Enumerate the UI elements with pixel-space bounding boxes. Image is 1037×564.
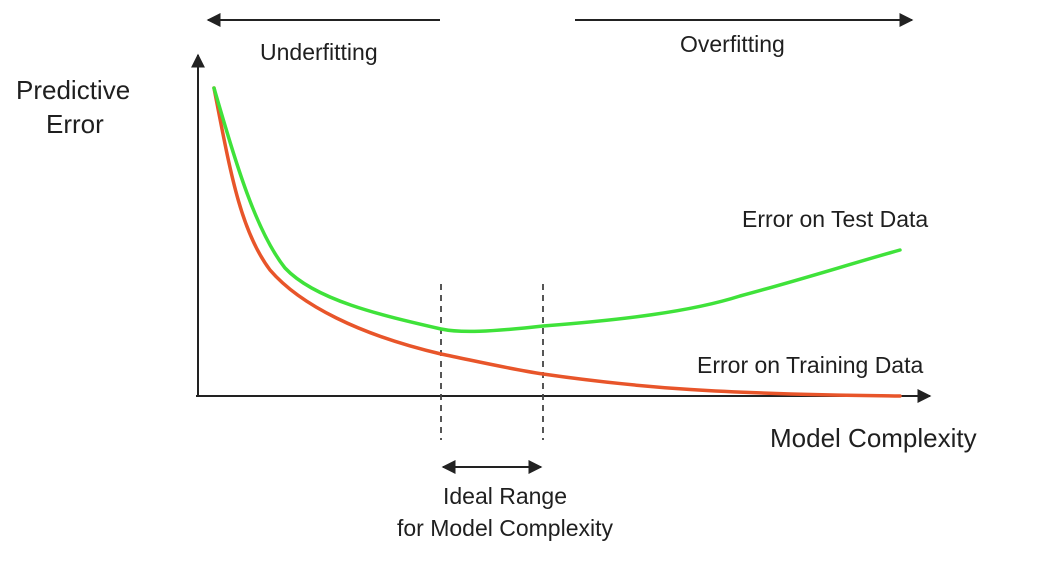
ideal-range-label-line2: for Model Complexity (397, 515, 614, 541)
y-axis-label-line1: Predictive (16, 75, 130, 105)
test-curve-label: Error on Test Data (742, 206, 928, 232)
test-error-curve (212, 86, 902, 334)
overfitting-label: Overfitting (680, 31, 785, 57)
training-error-curve (212, 86, 902, 398)
y-axis-label-line2: Error (46, 109, 104, 139)
training-curve-label: Error on Training Data (697, 352, 923, 378)
underfitting-label: Underfitting (260, 39, 378, 65)
ideal-range-label-line1: Ideal Range (443, 483, 567, 509)
x-axis-label: Model Complexity (770, 423, 977, 453)
